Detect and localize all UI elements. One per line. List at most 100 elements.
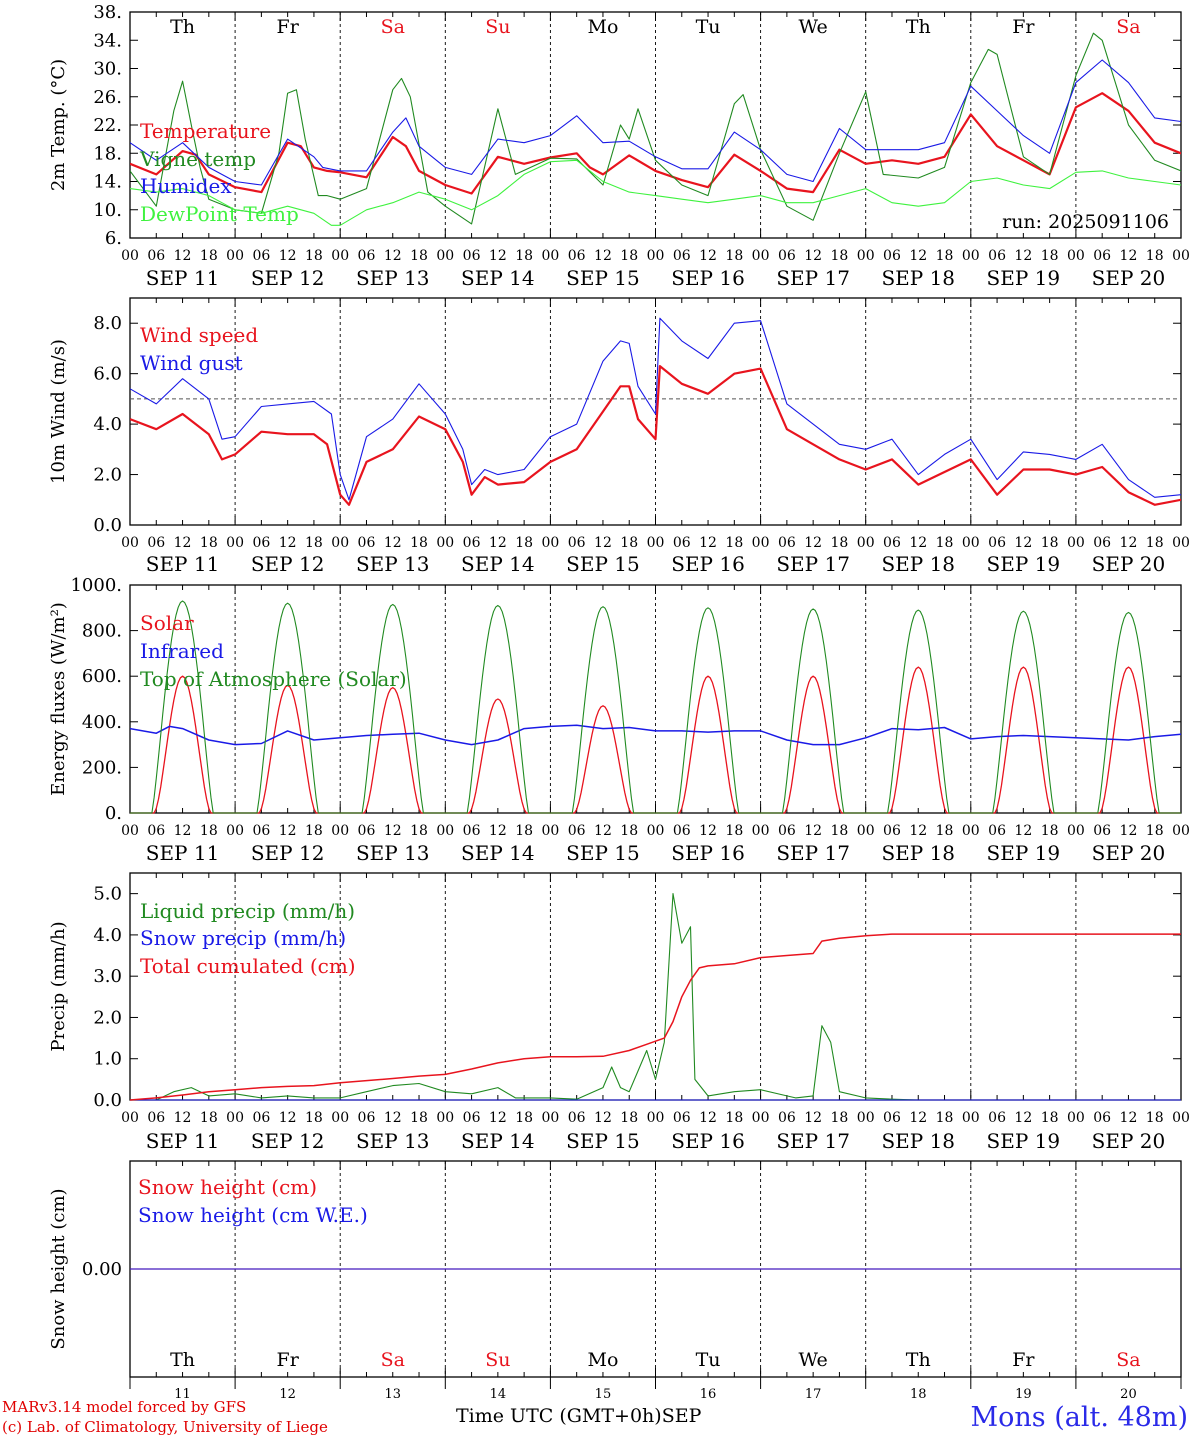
- hour-tick-label: 00: [331, 823, 349, 839]
- hour-tick-label: 06: [147, 248, 165, 264]
- date-label: SEP 11: [146, 552, 220, 576]
- hour-tick-label: 12: [279, 248, 297, 264]
- hour-tick-label: 06: [358, 248, 376, 264]
- weekday-label: We: [799, 16, 828, 38]
- y-tick-label: 0.: [105, 803, 122, 824]
- y-tick-label: 18.: [93, 143, 122, 164]
- y-axis-title: 2m Temp. (°C): [48, 59, 69, 191]
- hour-tick-label: 12: [1120, 823, 1138, 839]
- hour-tick-label: 06: [252, 535, 270, 551]
- day-number-label: 16: [700, 1387, 717, 1402]
- hour-tick-label: 12: [804, 823, 822, 839]
- y-axis-title: 10m Wind (m/s): [48, 339, 69, 484]
- hour-tick-label: 06: [883, 823, 901, 839]
- date-label: SEP 18: [881, 266, 955, 290]
- weekday-label: Fr: [1012, 16, 1035, 38]
- date-label: SEP 19: [987, 841, 1061, 865]
- y-tick-label: 5.0: [93, 884, 122, 905]
- y-tick-label: 600.: [82, 666, 122, 687]
- date-label: SEP 15: [566, 266, 640, 290]
- hour-tick-label: 06: [1093, 823, 1111, 839]
- hour-tick-label: 18: [200, 248, 218, 264]
- hour-tick-label: 06: [463, 823, 481, 839]
- date-label: SEP 15: [566, 552, 640, 576]
- hour-tick-label: 18: [936, 248, 954, 264]
- hour-tick-label: 12: [174, 248, 192, 264]
- hour-tick-label: 12: [594, 248, 612, 264]
- panel-temperature: 6. 10. 14. 18. 22. 26. 30. 34. 38. 2m Temp. (°C) T…: [48, 2, 1190, 290]
- hour-tick-label: 12: [1120, 248, 1138, 264]
- hour-tick-label: 12: [279, 535, 297, 551]
- hour-tick-label: 18: [620, 1110, 638, 1126]
- panel-snow: 0.00 Snow height (cm) Snow height (cm) Snow…: [48, 1160, 1182, 1402]
- hour-tick-label: 18: [410, 535, 428, 551]
- hour-tick-label: 00: [1172, 1110, 1190, 1126]
- hour-tick-label: 00: [962, 248, 980, 264]
- y-tick-label: 6.: [105, 228, 122, 249]
- hour-tick-label: 00: [436, 248, 454, 264]
- panel-wind: 0.0 2.0 4.0 6.0 8.0 10m Wind (m/s) Wind speed W…: [48, 297, 1190, 576]
- weekday-label: Th: [170, 1349, 195, 1371]
- hour-tick-label: 00: [1067, 823, 1085, 839]
- hour-tick-label: 06: [778, 535, 796, 551]
- hour-tick-label: 06: [147, 535, 165, 551]
- hour-tick-label: 06: [252, 248, 270, 264]
- weekday-label: Sa: [1116, 16, 1140, 38]
- date-label: SEP 16: [671, 1129, 745, 1153]
- hour-tick-label: 12: [909, 535, 927, 551]
- hour-tick-label: 12: [489, 248, 507, 264]
- hour-tick-label: 06: [568, 248, 586, 264]
- hour-tick-label: 12: [1014, 1110, 1032, 1126]
- legend-item: Solar: [140, 611, 194, 635]
- hour-tick-label: 06: [358, 1110, 376, 1126]
- date-label: SEP 13: [356, 1129, 430, 1153]
- hour-tick-label: 12: [489, 1110, 507, 1126]
- weekday-label: Sa: [381, 16, 405, 38]
- y-tick-label: 1.0: [93, 1049, 122, 1070]
- day-number-label: 11: [174, 1387, 191, 1402]
- panel-precip: 0.0 1.0 2.0 3.0 4.0 5.0 Precip (mm/h) Liquid pr…: [48, 872, 1190, 1153]
- hour-tick-label: 18: [620, 823, 638, 839]
- hour-tick-label: 06: [673, 535, 691, 551]
- hour-tick-label: 18: [831, 248, 849, 264]
- date-label: SEP 17: [776, 266, 850, 290]
- weekday-label: Th: [906, 16, 931, 38]
- hour-tick-label: 18: [305, 823, 323, 839]
- hour-tick-label: 00: [752, 535, 770, 551]
- y-tick-label: 0.0: [93, 515, 122, 536]
- hour-tick-label: 18: [410, 823, 428, 839]
- legend-item: DewPoint Temp: [140, 202, 299, 226]
- day-number-label: 20: [1120, 1387, 1137, 1402]
- series-line-temperature: [130, 92, 1181, 195]
- hour-tick-label: 06: [778, 248, 796, 264]
- hour-tick-label: 18: [725, 1110, 743, 1126]
- hour-tick-label: 06: [1093, 535, 1111, 551]
- y-tick-label: 1000.: [70, 575, 122, 596]
- hour-tick-label: 12: [594, 823, 612, 839]
- series-group: [130, 32, 1181, 226]
- hour-tick-label: 06: [988, 535, 1006, 551]
- hour-tick-label: 06: [673, 248, 691, 264]
- date-label: SEP 12: [251, 841, 325, 865]
- date-label: SEP 19: [987, 266, 1061, 290]
- hour-tick-label: 00: [857, 823, 875, 839]
- hour-tick-label: 06: [358, 535, 376, 551]
- hour-tick-label: 12: [699, 823, 717, 839]
- day-number-label: 15: [595, 1387, 612, 1402]
- date-label: SEP 13: [356, 552, 430, 576]
- hour-tick-label: 00: [121, 535, 139, 551]
- legend-item: Humidex: [140, 174, 232, 198]
- hour-tick-label: 12: [1120, 1110, 1138, 1126]
- hour-tick-label: 18: [725, 823, 743, 839]
- hour-tick-label: 12: [1014, 823, 1032, 839]
- time-axis-label: Time UTC (GMT+0h): [456, 1405, 662, 1427]
- hour-tick-label: 00: [1067, 1110, 1085, 1126]
- series-line-humidex: [130, 59, 1181, 186]
- series-line-top-of-atmosphere-solar-: [130, 600, 1181, 814]
- hour-tick-label: 18: [410, 1110, 428, 1126]
- hour-tick-label: 12: [909, 823, 927, 839]
- hour-tick-label: 06: [988, 248, 1006, 264]
- legend-item: Snow precip (mm/h): [140, 926, 346, 950]
- date-label: SEP 17: [776, 841, 850, 865]
- hour-tick-label: 18: [515, 535, 533, 551]
